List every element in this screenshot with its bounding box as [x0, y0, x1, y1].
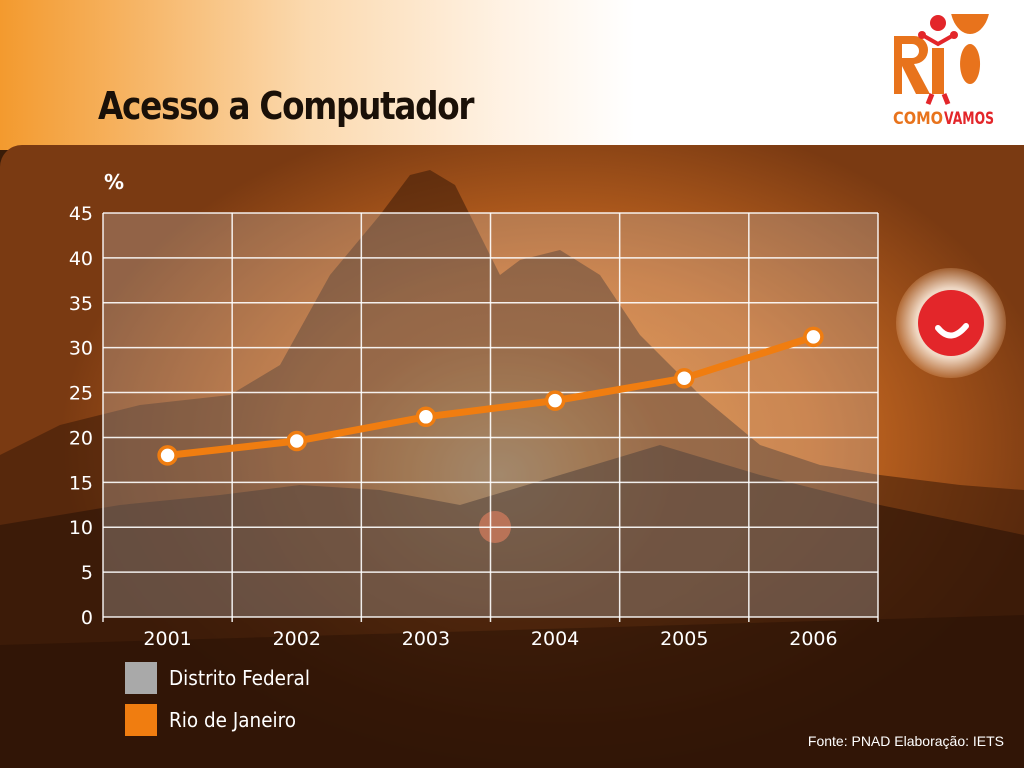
- x-tick-label: 2005: [660, 628, 708, 650]
- legend-swatch-distrito-federal: [125, 662, 157, 694]
- data-point-2001: [157, 445, 178, 466]
- background-photo: [0, 145, 1024, 768]
- legend-label-distrito-federal: Distrito Federal: [169, 666, 310, 690]
- legend-item-rio-de-janeiro: Rio de Janeiro: [125, 704, 307, 736]
- y-tick-label: 30: [69, 338, 93, 360]
- y-tick-label: 20: [69, 427, 93, 449]
- data-point-2004: [544, 390, 566, 411]
- svg-text:VAMOS: VAMOS: [944, 109, 994, 129]
- svg-text:COMO: COMO: [893, 109, 943, 129]
- y-tick-label: 10: [69, 517, 93, 539]
- x-tick-label: 2004: [531, 628, 579, 650]
- source-note: Fonte: PNAD Elaboração: IETS: [807, 733, 1004, 749]
- header-band: [0, 0, 1024, 150]
- data-point-2002: [286, 430, 307, 452]
- mountain-silhouette: [0, 170, 1024, 768]
- y-tick-label: 5: [81, 562, 93, 584]
- y-tick-label: 25: [69, 383, 93, 405]
- series-line-rio-de-janeiro: [164, 333, 817, 459]
- y-tick-label: 40: [69, 248, 93, 270]
- smiley-icon: [918, 290, 984, 356]
- data-point-2005: [674, 367, 695, 389]
- data-point-2003: [415, 406, 437, 428]
- data-point-2006: [803, 326, 824, 348]
- y-tick-label: 35: [69, 293, 93, 315]
- y-tick-label: 45: [69, 203, 93, 225]
- legend-swatch-rio-de-janeiro: [125, 704, 157, 736]
- y-tick-label: 15: [69, 472, 93, 494]
- rio-como-vamos-logo: COMO VAMOS: [893, 14, 994, 129]
- y-tick-label: 0: [81, 607, 93, 629]
- page-title: Acesso a Computador: [98, 84, 475, 128]
- x-tick-label: 2002: [273, 628, 321, 650]
- y-axis-label: %: [104, 170, 124, 194]
- x-tick-label: 2003: [402, 628, 450, 650]
- x-tick-label: 2001: [143, 628, 191, 650]
- legend-label-rio-de-janeiro: Rio de Janeiro: [169, 708, 297, 732]
- x-tick-label: 2006: [789, 628, 837, 650]
- legend-item-distrito-federal: Distrito Federal: [125, 662, 322, 694]
